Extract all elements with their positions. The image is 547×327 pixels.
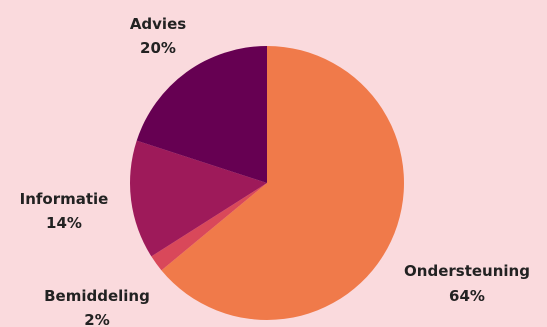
slice-value-ondersteuning: 64% — [449, 287, 485, 305]
slice-label-bemiddeling: Bemiddeling — [44, 287, 150, 305]
slice-label-ondersteuning: Ondersteuning — [404, 262, 530, 280]
label-informatie: Informatie 14% — [20, 190, 109, 232]
slice-label-informatie: Informatie — [20, 190, 109, 208]
label-advies: Advies 20% — [130, 15, 186, 57]
slice-value-advies: 20% — [140, 39, 176, 57]
pie-slice-ondersteuning — [161, 46, 404, 321]
pie-slice-advies — [136, 46, 267, 183]
slice-value-bemiddeling: 2% — [84, 311, 109, 327]
pie-slices — [130, 46, 404, 321]
slice-value-informatie: 14% — [46, 214, 82, 232]
label-ondersteuning: Ondersteuning 64% — [404, 262, 530, 305]
slice-label-advies: Advies — [130, 15, 186, 33]
pie-slice-informatie — [130, 140, 267, 257]
label-bemiddeling: Bemiddeling 2% — [44, 287, 150, 327]
pie-slice-bemiddeling — [151, 183, 267, 271]
